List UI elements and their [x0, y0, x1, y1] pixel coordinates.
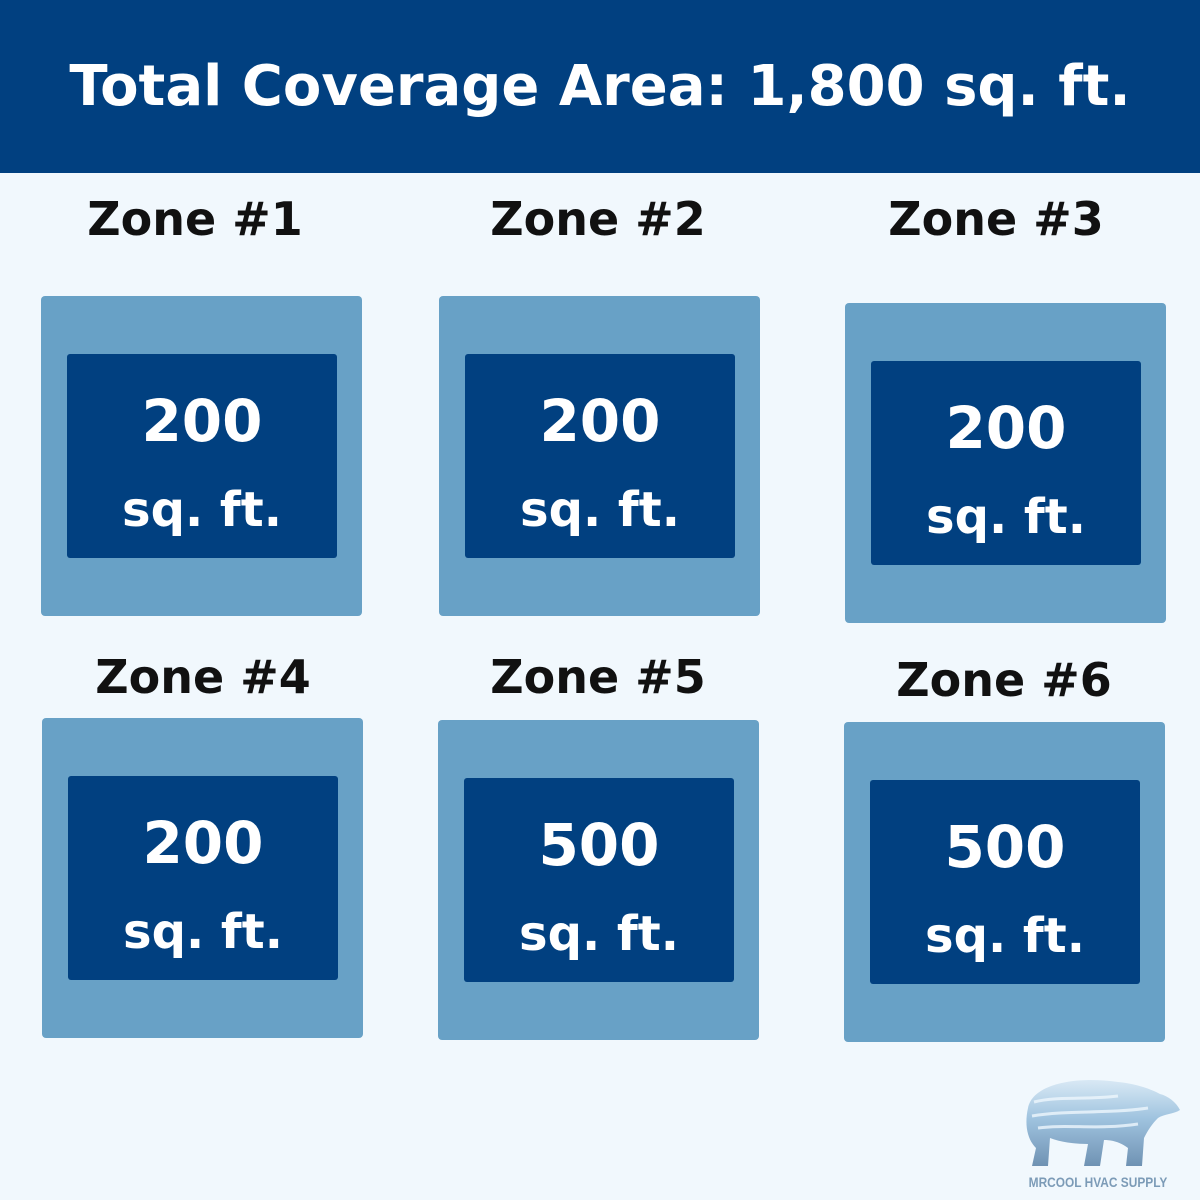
zone-4-area-value: 200 [142, 809, 264, 877]
zone-2-label: Zone #2 [490, 192, 706, 246]
zone-1-area-value: 200 [141, 387, 263, 455]
zone-3-box: 200 sq. ft. [845, 303, 1166, 623]
logo-text: MRCOOL HVAC SUPPLY [1028, 1174, 1168, 1190]
zone-3-area-panel: 200 sq. ft. [871, 361, 1141, 565]
zone-2-area-unit: sq. ft. [520, 482, 680, 538]
zone-5-area-unit: sq. ft. [519, 906, 679, 962]
page-title: Total Coverage Area: 1,800 sq. ft. [69, 54, 1131, 119]
zone-2-area-value: 200 [539, 387, 661, 455]
polar-bear-icon [1026, 1079, 1180, 1166]
zone-6-label: Zone #6 [896, 653, 1112, 707]
zone-4-box: 200 sq. ft. [42, 718, 363, 1038]
logo: MRCOOL HVAC SUPPLY [1008, 1068, 1188, 1194]
zone-6-box: 500 sq. ft. [844, 722, 1165, 1042]
zone-4-label: Zone #4 [95, 650, 311, 704]
zone-1-box: 200 sq. ft. [41, 296, 362, 616]
zone-3-label: Zone #3 [888, 192, 1104, 246]
header-banner: Total Coverage Area: 1,800 sq. ft. [0, 0, 1200, 173]
zone-5-box: 500 sq. ft. [438, 720, 759, 1040]
zone-4-area-unit: sq. ft. [123, 904, 283, 960]
zone-2-area-panel: 200 sq. ft. [465, 354, 735, 558]
zone-3-area-value: 200 [945, 394, 1067, 462]
zone-3-area-unit: sq. ft. [926, 489, 1086, 545]
zone-1-label: Zone #1 [87, 192, 303, 246]
zone-6-area-value: 500 [944, 813, 1066, 881]
zone-5-area-panel: 500 sq. ft. [464, 778, 734, 982]
zone-1-area-unit: sq. ft. [122, 482, 282, 538]
zone-5-area-value: 500 [538, 811, 660, 879]
zone-5-label: Zone #5 [490, 650, 706, 704]
zone-6-area-panel: 500 sq. ft. [870, 780, 1140, 984]
zone-4-area-panel: 200 sq. ft. [68, 776, 338, 980]
zone-2-box: 200 sq. ft. [439, 296, 760, 616]
zone-6-area-unit: sq. ft. [925, 908, 1085, 964]
zone-1-area-panel: 200 sq. ft. [67, 354, 337, 558]
